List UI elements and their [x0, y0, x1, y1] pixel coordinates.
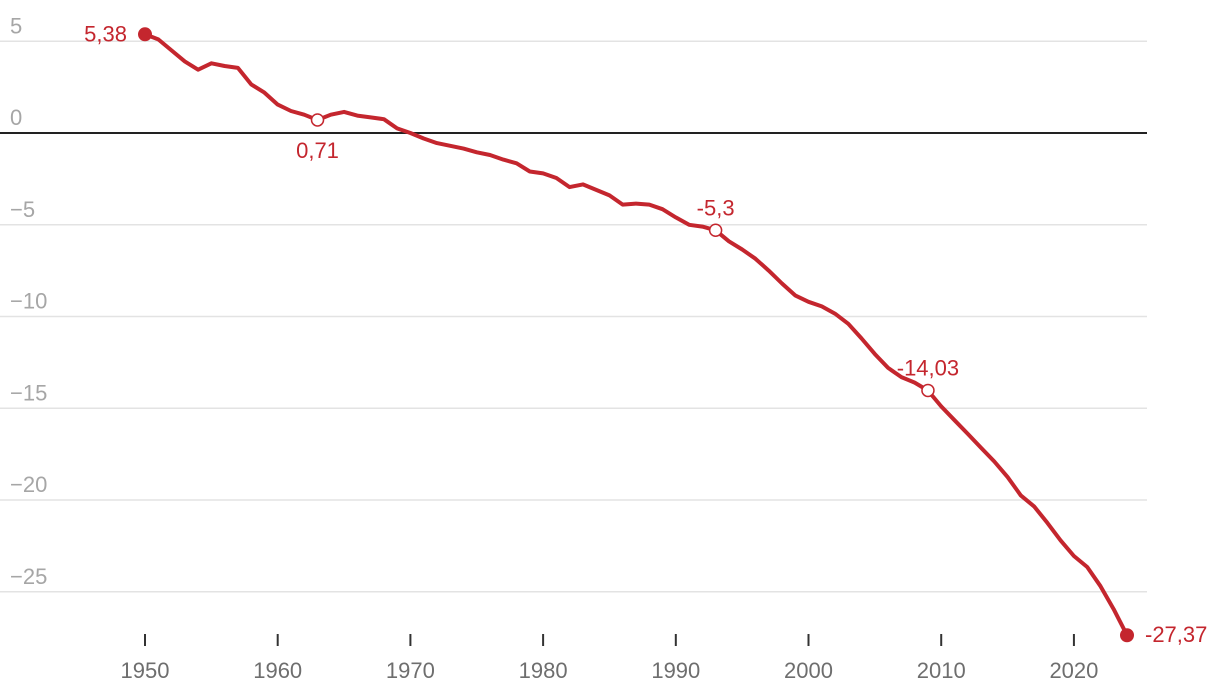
- data-label: 5,38: [84, 21, 127, 46]
- x-axis-ticks: 1950 1960 1970 1980 1990 2000 2010 2020: [121, 634, 1098, 683]
- series-layer: [143, 32, 1129, 638]
- endpoint-marker: [1120, 628, 1134, 643]
- data-label: -27,37: [1145, 622, 1207, 647]
- point-marker: [708, 223, 723, 238]
- y-tick-label: −25: [10, 564, 47, 589]
- y-tick-label: −20: [10, 472, 47, 497]
- x-tick-label: 2000: [784, 658, 833, 683]
- data-label: -5,3: [697, 195, 735, 220]
- y-tick-label: −5: [10, 197, 35, 222]
- series-line: [143, 32, 1129, 638]
- y-tick-label: 0: [10, 105, 22, 130]
- x-tick-label: 1980: [519, 658, 568, 683]
- y-tick-label: −15: [10, 380, 47, 405]
- y-tick-label: 5: [10, 13, 22, 38]
- y-tick-label: −10: [10, 289, 47, 314]
- x-tick-label: 1990: [651, 658, 700, 683]
- data-label: -14,03: [897, 355, 959, 380]
- y-axis-ticks: 5 0 −5 −10 −15 −20 −25: [10, 13, 47, 589]
- annotations: 5,38 0,71 -5,3 -14,03 -27,37: [84, 21, 1207, 647]
- gridlines: [0, 40, 1147, 593]
- point-marker: [310, 113, 325, 127]
- x-tick-label: 1950: [121, 658, 170, 683]
- endpoint-marker: [138, 27, 152, 42]
- data-label: 0,71: [296, 138, 339, 163]
- x-tick-label: 2010: [917, 658, 966, 683]
- x-tick-label: 1970: [386, 658, 435, 683]
- x-tick-label: 1960: [253, 658, 302, 683]
- x-tick-label: 2020: [1049, 658, 1098, 683]
- point-marker: [921, 383, 935, 398]
